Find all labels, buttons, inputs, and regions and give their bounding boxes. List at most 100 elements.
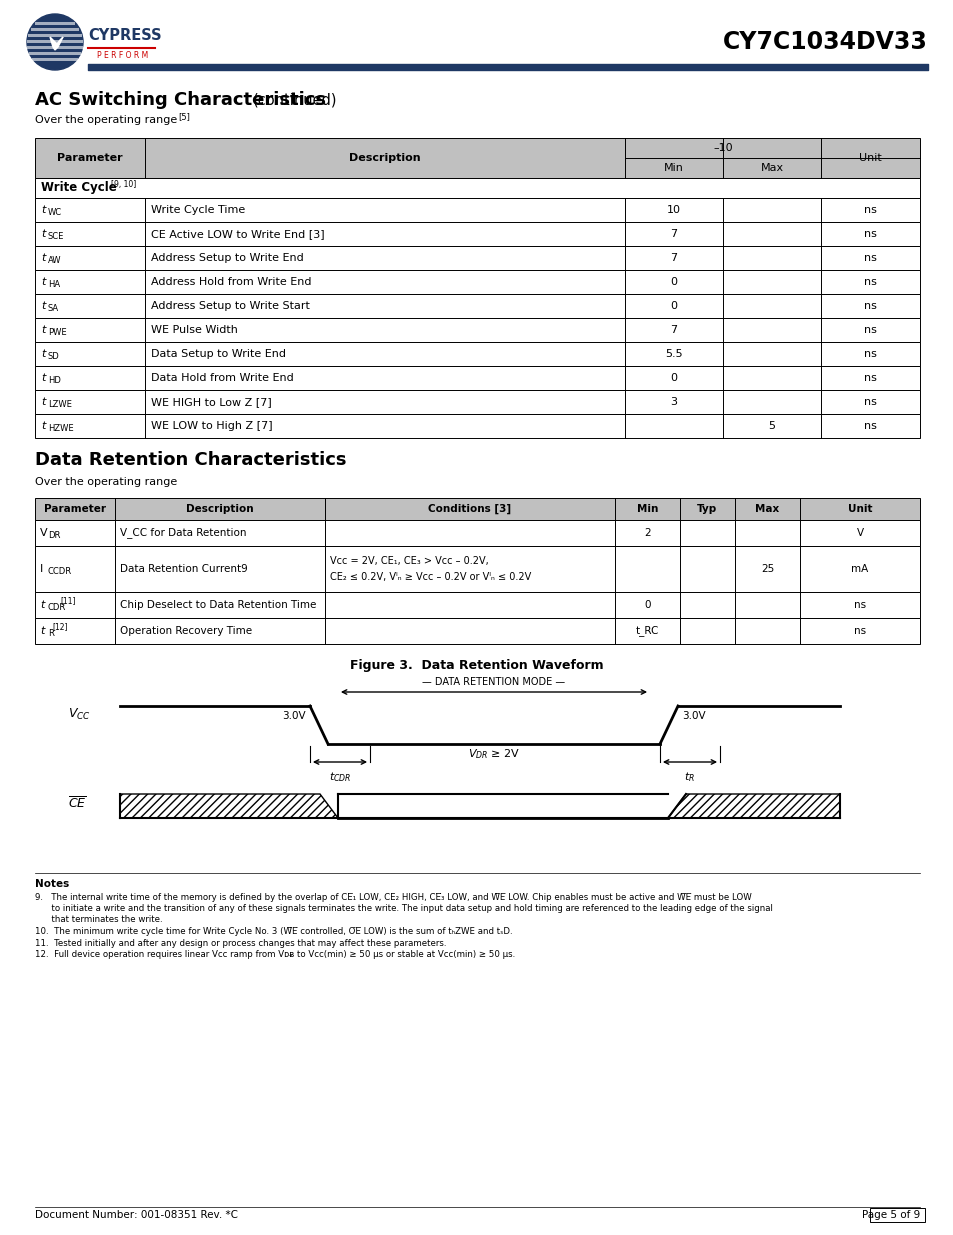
Text: Max: Max: [760, 163, 782, 173]
Text: P E R F O R M: P E R F O R M: [97, 52, 148, 61]
Text: Operation Recovery Time: Operation Recovery Time: [120, 626, 252, 636]
Text: that terminates the write.: that terminates the write.: [35, 915, 162, 925]
Text: V_CC for Data Retention: V_CC for Data Retention: [120, 527, 246, 538]
Bar: [35, 414, 919, 438]
Text: ns: ns: [853, 626, 865, 636]
Text: CY7C1034DV33: CY7C1034DV33: [722, 30, 927, 54]
Text: LZWE: LZWE: [48, 400, 71, 409]
Text: Unit: Unit: [847, 504, 871, 514]
Text: CYPRESS: CYPRESS: [88, 27, 161, 42]
Text: $t_R$: $t_R$: [683, 769, 695, 784]
Bar: [30, 28, 79, 31]
Text: HZWE: HZWE: [48, 424, 73, 433]
Text: Conditions [3]: Conditions [3]: [428, 504, 511, 514]
Text: 11.  Tested initially and after any design or process changes that may affect th: 11. Tested initially and after any desig…: [35, 939, 446, 947]
Bar: [35, 342, 919, 366]
Text: ns: ns: [863, 228, 876, 240]
Text: t: t: [41, 350, 46, 359]
Bar: [27, 40, 83, 42]
Text: Write Cycle Time: Write Cycle Time: [151, 205, 245, 215]
Bar: [35, 198, 919, 222]
Bar: [35, 22, 74, 25]
Text: t: t: [41, 325, 46, 335]
Text: $t_{CDR}$: $t_{CDR}$: [329, 769, 351, 784]
Text: 0: 0: [643, 600, 650, 610]
Text: SD: SD: [48, 352, 60, 361]
Text: t: t: [41, 205, 46, 215]
Bar: [32, 58, 78, 61]
Bar: [35, 270, 919, 294]
Bar: [29, 35, 82, 37]
Text: [12]: [12]: [52, 622, 68, 631]
Text: R: R: [48, 629, 53, 638]
Text: ns: ns: [863, 421, 876, 431]
Bar: [28, 46, 83, 48]
Text: Data Retention Characteristics: Data Retention Characteristics: [35, 451, 346, 469]
Bar: [35, 317, 919, 342]
Text: AW: AW: [48, 256, 61, 266]
Polygon shape: [50, 37, 63, 49]
Text: 7: 7: [670, 228, 677, 240]
Text: CE₂ ≤ 0.2V, Vᴵₙ ≥ Vᴄᴄ – 0.2V or Vᴵₙ ≤ 0.2V: CE₂ ≤ 0.2V, Vᴵₙ ≥ Vᴄᴄ – 0.2V or Vᴵₙ ≤ 0.…: [330, 572, 531, 582]
Text: t: t: [41, 373, 46, 383]
Text: CDR: CDR: [48, 603, 66, 613]
Bar: [35, 520, 919, 546]
Text: CCDR: CCDR: [48, 567, 72, 576]
Text: Address Setup to Write End: Address Setup to Write End: [151, 253, 303, 263]
Text: [5]: [5]: [178, 112, 190, 121]
Bar: [869, 1208, 924, 1221]
Text: 3.0V: 3.0V: [681, 711, 705, 721]
Text: ns: ns: [863, 373, 876, 383]
Text: Description: Description: [349, 153, 420, 163]
Text: Min: Min: [663, 163, 683, 173]
Text: ns: ns: [863, 350, 876, 359]
Text: t: t: [41, 228, 46, 240]
Text: Typ: Typ: [697, 504, 717, 514]
Text: mA: mA: [850, 564, 868, 574]
Text: 5.5: 5.5: [664, 350, 682, 359]
Text: Max: Max: [755, 504, 779, 514]
Text: Over the operating range: Over the operating range: [35, 477, 177, 487]
Text: Data Hold from Write End: Data Hold from Write End: [151, 373, 294, 383]
Text: t: t: [40, 626, 45, 636]
Bar: [35, 138, 919, 178]
Text: 0: 0: [670, 301, 677, 311]
Polygon shape: [667, 794, 840, 818]
Text: HA: HA: [48, 280, 60, 289]
Text: t: t: [40, 600, 45, 610]
Text: to initiate a write and the transition of any of these signals terminates the wr: to initiate a write and the transition o…: [35, 904, 772, 913]
Text: Figure 3.  Data Retention Waveform: Figure 3. Data Retention Waveform: [350, 659, 603, 673]
Text: Unit: Unit: [859, 153, 881, 163]
Text: Write Cycle: Write Cycle: [41, 182, 116, 194]
Text: DR: DR: [48, 531, 60, 540]
Text: [11]: [11]: [60, 597, 75, 605]
Text: Data Setup to Write End: Data Setup to Write End: [151, 350, 286, 359]
Text: Page 5 of 9: Page 5 of 9: [861, 1210, 919, 1220]
Text: 10: 10: [666, 205, 680, 215]
Text: Parameter: Parameter: [57, 153, 123, 163]
Text: AC Switching Characteristics: AC Switching Characteristics: [35, 91, 326, 109]
Text: ns: ns: [853, 600, 865, 610]
Text: 5: 5: [768, 421, 775, 431]
Bar: [35, 178, 919, 198]
Text: CE Active LOW to Write End [3]: CE Active LOW to Write End [3]: [151, 228, 324, 240]
Bar: [35, 246, 919, 270]
Bar: [35, 366, 919, 390]
Bar: [29, 52, 81, 54]
Text: t_RC: t_RC: [635, 626, 659, 636]
Text: SCE: SCE: [48, 232, 64, 241]
Text: 12.  Full device operation requires linear Vᴄᴄ ramp from Vᴅᴃ to Vᴄᴄ(min) ≥ 50 μs: 12. Full device operation requires linea…: [35, 950, 515, 960]
Text: 7: 7: [670, 325, 677, 335]
Text: PWE: PWE: [48, 329, 67, 337]
Text: t: t: [41, 253, 46, 263]
Text: t: t: [41, 396, 46, 408]
Text: Document Number: 001-08351 Rev. *C: Document Number: 001-08351 Rev. *C: [35, 1210, 237, 1220]
Text: –10: –10: [713, 143, 732, 153]
Text: ns: ns: [863, 396, 876, 408]
Text: 3: 3: [670, 396, 677, 408]
Text: Data Retention Current9: Data Retention Current9: [120, 564, 248, 574]
Text: $V_{CC}$: $V_{CC}$: [68, 706, 91, 721]
Bar: [35, 390, 919, 414]
Text: t: t: [41, 277, 46, 287]
Text: I: I: [40, 564, 43, 574]
